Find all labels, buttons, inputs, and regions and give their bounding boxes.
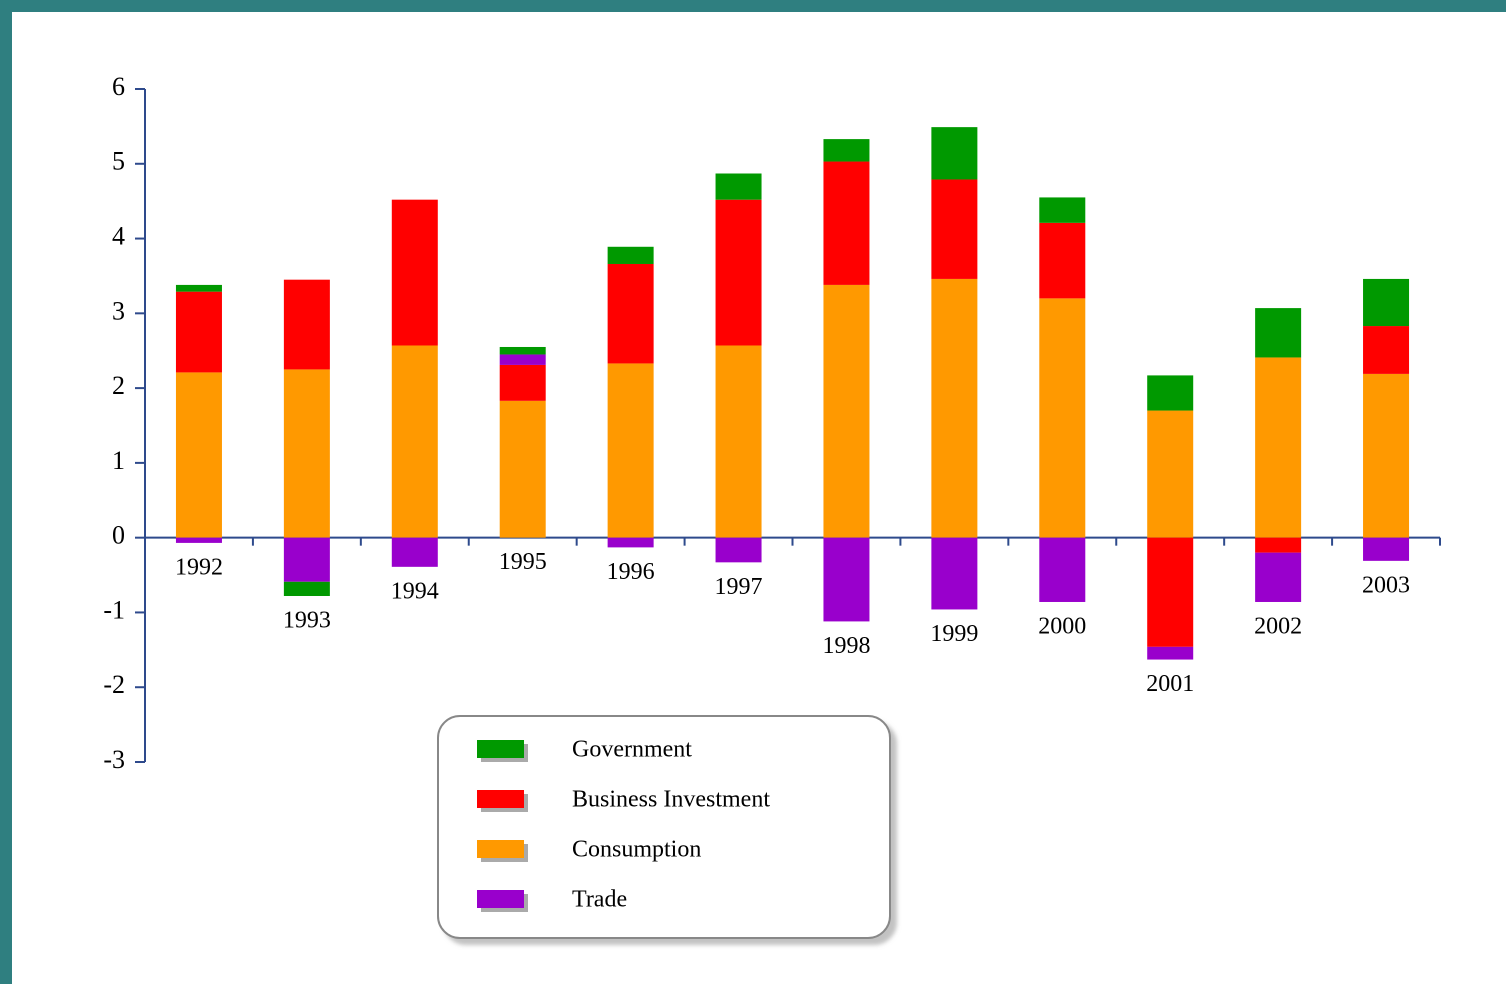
bar-segment xyxy=(607,363,654,538)
bar-segment xyxy=(283,581,330,596)
bar-segment xyxy=(1147,375,1194,411)
bar-segment xyxy=(1363,537,1410,561)
legend-swatch xyxy=(477,840,524,858)
bar-segment xyxy=(499,346,546,355)
y-tick-label: 5 xyxy=(112,147,125,176)
x-tick-label: 1992 xyxy=(175,554,223,580)
y-tick-label: -3 xyxy=(103,745,125,774)
bar-segment xyxy=(1039,222,1086,299)
bar-segment xyxy=(1147,410,1194,538)
y-tick-label: 4 xyxy=(112,222,125,251)
bar-segment xyxy=(607,263,654,364)
bar-segment xyxy=(499,400,546,538)
bar-segment xyxy=(931,537,978,610)
y-tick-label: 3 xyxy=(112,296,125,325)
bar-segment xyxy=(499,364,546,401)
y-tick-label: 6 xyxy=(112,72,125,101)
y-tick-label: 0 xyxy=(112,521,125,550)
y-tick-label: -2 xyxy=(103,670,125,699)
bar-segment xyxy=(283,369,330,538)
legend-swatch xyxy=(477,890,524,908)
bar-segment xyxy=(1255,537,1302,553)
legend-swatch xyxy=(477,790,524,808)
bar-segment xyxy=(1363,278,1410,327)
y-tick-label: -1 xyxy=(103,595,125,624)
legend-swatch xyxy=(477,740,524,758)
bar-segment xyxy=(283,537,330,582)
x-tick-label: 2003 xyxy=(1362,572,1410,598)
x-tick-label: 1995 xyxy=(499,549,547,575)
x-tick-label: 1996 xyxy=(607,559,655,585)
bar-segment xyxy=(1039,298,1086,538)
x-tick-label: 1993 xyxy=(283,607,331,633)
bar-segment xyxy=(175,537,222,543)
x-tick-label: 1999 xyxy=(930,621,978,647)
bar-segment xyxy=(1255,357,1302,538)
legend-box xyxy=(437,715,891,939)
bar-segment xyxy=(1255,308,1302,358)
bar-segment xyxy=(823,161,870,285)
legend-label: Trade xyxy=(572,887,627,913)
bar-segment xyxy=(1363,326,1410,374)
legend-label: Consumption xyxy=(572,837,701,863)
x-tick-label: 2001 xyxy=(1146,671,1194,697)
bar-segment xyxy=(499,354,546,365)
bar-segment xyxy=(1363,373,1410,538)
bar-segment xyxy=(715,173,762,200)
bar-segment xyxy=(823,139,870,162)
bar-segment xyxy=(931,278,978,538)
bar-segment xyxy=(931,179,978,279)
bar-segment xyxy=(175,284,222,292)
y-tick-label: 1 xyxy=(112,446,125,475)
bar-segment xyxy=(931,127,978,180)
bar-segment xyxy=(607,537,654,548)
x-tick-label: 2002 xyxy=(1254,613,1302,639)
bar-segment xyxy=(391,537,438,567)
legend-label: Government xyxy=(572,737,692,763)
bar-segment xyxy=(283,279,330,370)
x-tick-label: 1998 xyxy=(822,633,870,659)
bar-segment xyxy=(391,199,438,346)
bar-segment xyxy=(1147,537,1194,647)
bar-segment xyxy=(607,246,654,264)
bar-segment xyxy=(823,284,870,538)
x-tick-label: 2000 xyxy=(1038,613,1086,639)
bar-segment xyxy=(175,372,222,538)
bar-segment xyxy=(1147,646,1194,660)
bar-segment xyxy=(823,537,870,622)
y-tick-label: 2 xyxy=(112,371,125,400)
bar-segment xyxy=(1039,197,1086,223)
bar-segment xyxy=(1255,552,1302,602)
x-tick-label: 1997 xyxy=(715,574,763,600)
legend-label: Business Investment xyxy=(572,787,770,813)
x-tick-label: 1994 xyxy=(391,578,439,604)
bar-segment xyxy=(391,345,438,538)
bar-segment xyxy=(715,537,762,563)
bar-segment xyxy=(715,345,762,538)
bar-segment xyxy=(715,199,762,346)
bar-segment xyxy=(1039,537,1086,602)
bar-segment xyxy=(175,291,222,373)
